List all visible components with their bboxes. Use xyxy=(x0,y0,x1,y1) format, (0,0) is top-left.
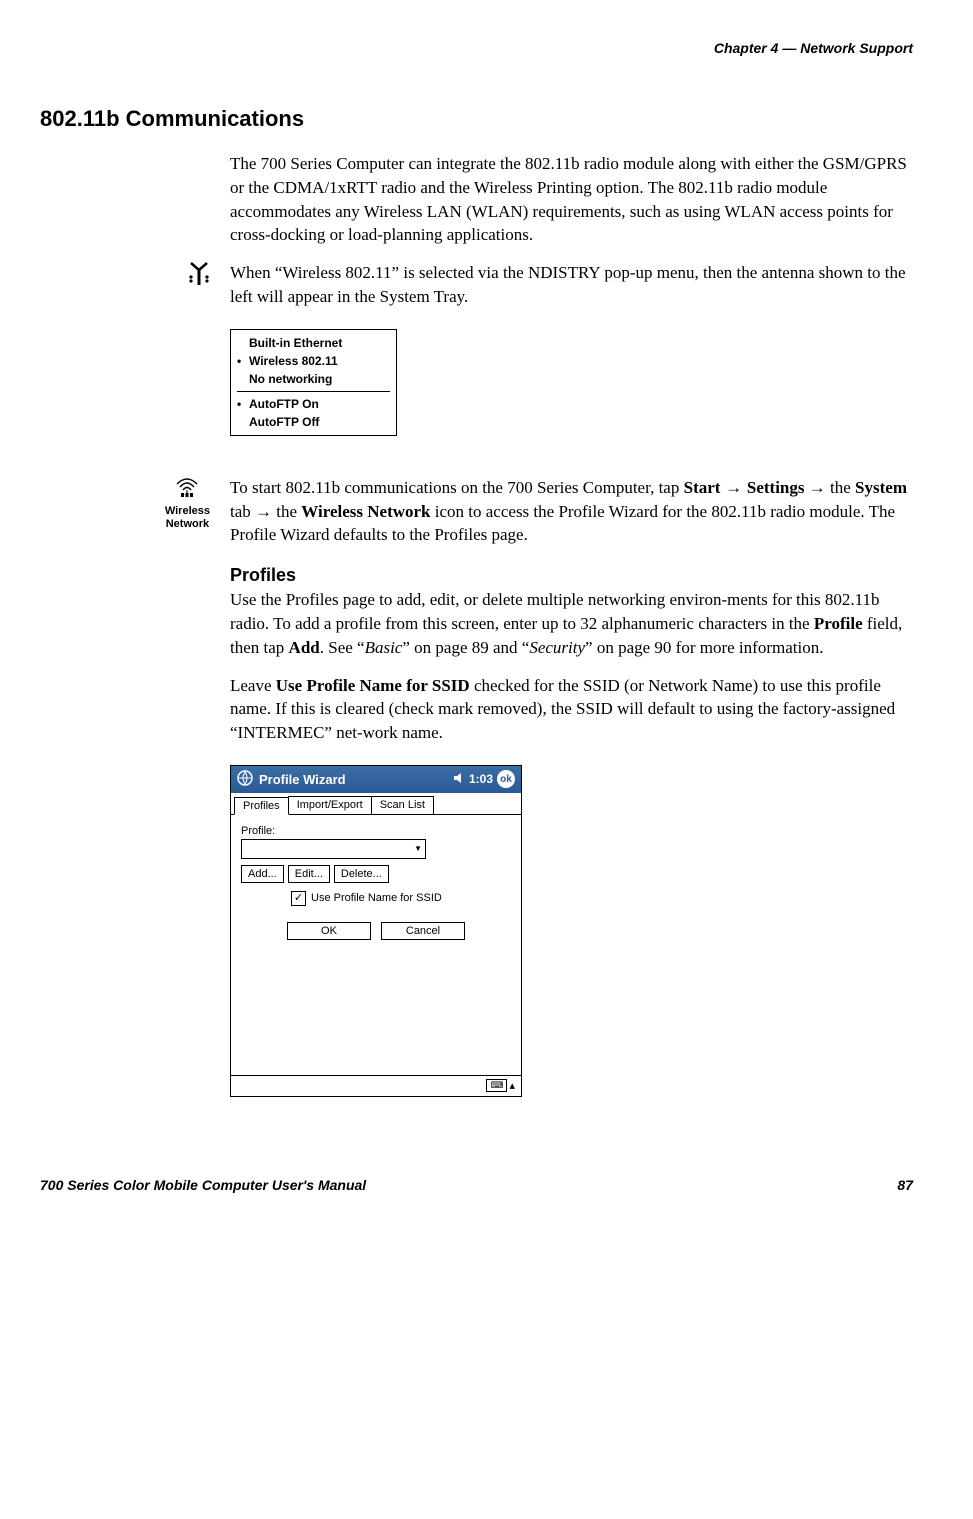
menu-item-autoftp-off[interactable]: AutoFTP Off xyxy=(231,413,396,431)
page-header: Chapter 4 — Network Support xyxy=(40,40,913,56)
profile-wizard-titlebar: Profile Wizard 1:03 ok xyxy=(231,766,521,793)
section-heading: 802.11b Communications xyxy=(40,106,913,132)
use-profile-name-checkbox[interactable]: ✓ xyxy=(291,891,306,906)
profiles-paragraph-1: Use the Profiles page to add, edit, or d… xyxy=(230,588,913,659)
tab-scan-list[interactable]: Scan List xyxy=(371,796,434,814)
input-panel-bar: ⌨ ▴ xyxy=(231,1075,521,1096)
page-number: 87 xyxy=(897,1177,913,1193)
profile-label: Profile: xyxy=(241,825,511,837)
speaker-icon[interactable] xyxy=(453,772,465,787)
wireless-icon-label-1: Wireless xyxy=(165,505,210,517)
menu-item-nonetworking[interactable]: No networking xyxy=(231,370,396,388)
start-icon[interactable] xyxy=(237,770,253,789)
window-title: Profile Wizard xyxy=(259,772,453,787)
menu-divider xyxy=(237,391,390,392)
profiles-paragraph-2: Leave Use Profile Name for SSID checked … xyxy=(230,674,913,745)
menu-item-wireless[interactable]: Wireless 802.11 xyxy=(231,352,396,370)
chevron-down-icon: ▼ xyxy=(414,844,422,853)
tab-import-export[interactable]: Import/Export xyxy=(288,796,372,814)
checkbox-label: Use Profile Name for SSID xyxy=(311,892,442,904)
menu-item-ethernet[interactable]: Built-in Ethernet xyxy=(231,334,396,352)
wireless-network-icon: Wireless Network xyxy=(165,476,210,530)
ndistry-popup-menu: Built-in Ethernet Wireless 802.11 No net… xyxy=(230,329,397,436)
antenna-paragraph: When “Wireless 802.11” is selected via t… xyxy=(230,261,913,309)
profiles-heading: Profiles xyxy=(230,565,913,586)
antenna-icon xyxy=(188,261,210,293)
ok-button-body[interactable]: OK xyxy=(287,922,371,940)
ok-button[interactable]: ok xyxy=(497,770,515,788)
input-panel-arrow-icon[interactable]: ▴ xyxy=(509,1079,515,1092)
wireless-network-paragraph: To start 802.11b communications on the 7… xyxy=(230,476,913,547)
body-paragraph-1: The 700 Series Computer can integrate th… xyxy=(230,152,913,247)
clock-time: 1:03 xyxy=(469,772,493,786)
profile-wizard-window: Profile Wizard 1:03 ok Profiles Import/E… xyxy=(230,765,522,1097)
profile-wizard-tabs: Profiles Import/Export Scan List xyxy=(231,793,521,815)
delete-button[interactable]: Delete... xyxy=(334,865,389,883)
tab-profiles[interactable]: Profiles xyxy=(234,797,289,815)
edit-button[interactable]: Edit... xyxy=(288,865,330,883)
wireless-icon-label-2: Network xyxy=(166,518,209,530)
cancel-button[interactable]: Cancel xyxy=(381,922,465,940)
profile-combobox[interactable]: ▼ xyxy=(241,839,426,859)
add-button[interactable]: Add... xyxy=(241,865,284,883)
wifi-icon xyxy=(165,476,210,503)
footer-title: 700 Series Color Mobile Computer User's … xyxy=(40,1177,366,1193)
keyboard-icon[interactable]: ⌨ xyxy=(486,1079,507,1092)
menu-item-autoftp-on[interactable]: AutoFTP On xyxy=(231,395,396,413)
